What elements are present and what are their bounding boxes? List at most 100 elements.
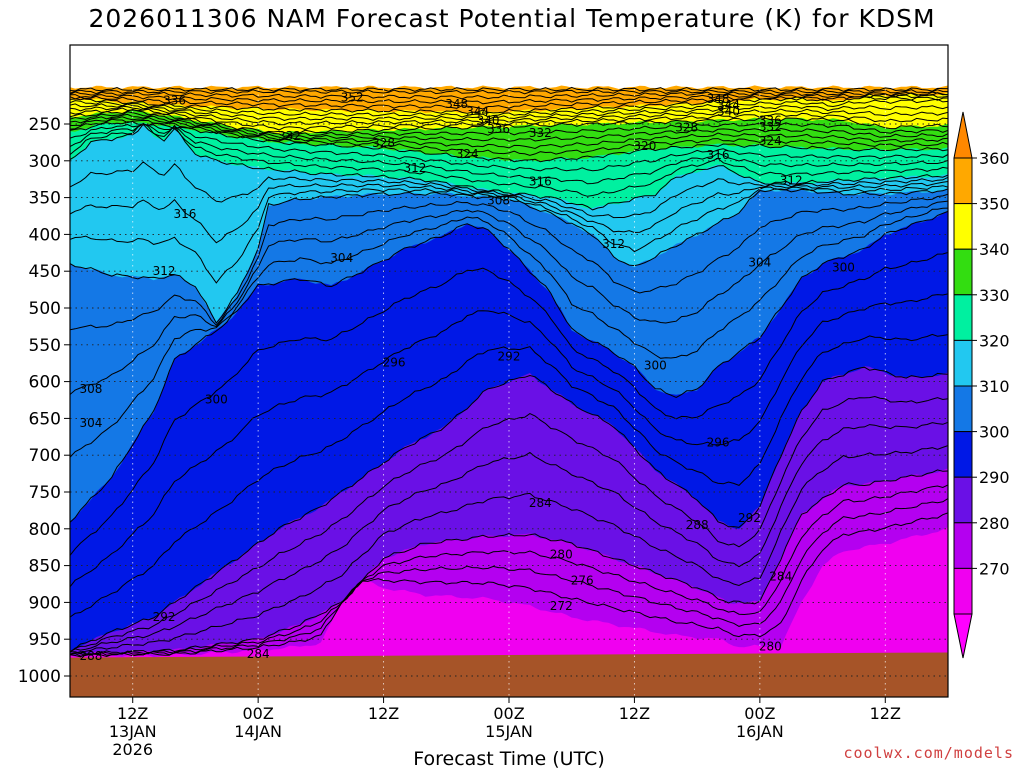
colorbar-bottom-cap — [953, 613, 973, 659]
x-tick-label: 00Z — [242, 704, 273, 723]
source-credit[interactable]: coolwx.com/models — [843, 744, 1014, 762]
colorbar-label: 280 — [979, 514, 1010, 533]
contour-label: 332 — [529, 126, 552, 140]
contour-label: 348 — [445, 97, 468, 111]
contour-line — [70, 113, 948, 142]
x-tick-label: 13JAN — [109, 722, 157, 741]
colorbar-bin — [953, 567, 973, 615]
contour-label: 336 — [163, 93, 186, 107]
contour-label: 280 — [550, 548, 573, 562]
contour-label: 312 — [403, 161, 426, 175]
contour-label: 312 — [780, 174, 803, 188]
x-tick-label: 12Z — [619, 704, 650, 723]
colorbar-bin — [953, 248, 973, 296]
y-tick-label: 700 — [29, 446, 61, 466]
y-tick-label: 750 — [29, 483, 61, 503]
y-tick-label: 850 — [29, 557, 61, 577]
y-tick-label: 500 — [29, 299, 61, 319]
y-tick-label: 800 — [29, 520, 61, 540]
y-tick-label: 450 — [29, 262, 61, 282]
contour-label: 288 — [79, 649, 102, 663]
y-tick-label: 900 — [29, 593, 61, 613]
x-tick-label: 15JAN — [485, 722, 533, 741]
contour-label: 344 — [717, 98, 740, 112]
contour-label: 328 — [675, 121, 698, 135]
colorbar-label: 300 — [979, 423, 1010, 442]
contour-label: 288 — [686, 518, 709, 532]
colorbar-bin — [953, 522, 973, 569]
y-tick-label: 300 — [29, 152, 61, 172]
region-theta-280 — [70, 468, 948, 697]
contour-line — [70, 252, 948, 556]
contour-label: 292 — [738, 511, 761, 525]
contour-line — [70, 498, 948, 657]
contour-label: 328 — [372, 136, 395, 150]
contour-label: 332 — [278, 129, 301, 143]
colorbar-legend: 360 350 340 330 320 310 300 290 280 270 — [953, 111, 1010, 659]
colorbar-bin — [953, 431, 973, 478]
contour-label: 320 — [633, 139, 656, 153]
colorbar-bin — [953, 203, 973, 250]
contour-line — [70, 123, 948, 172]
y-tick-label: 400 — [29, 225, 61, 245]
contour-label: 300 — [205, 392, 228, 406]
contour-label: 272 — [550, 599, 573, 613]
colorbar-label: 270 — [979, 559, 1010, 578]
colorbar-label: 360 — [979, 149, 1010, 168]
contour-label: 340 — [477, 113, 500, 127]
contour-label: 332 — [759, 120, 782, 134]
contour-label: 284 — [247, 647, 270, 661]
contour-label: 292 — [153, 610, 176, 624]
chart-title: 2026011306 NAM Forecast Potential Temper… — [88, 4, 936, 33]
y-tick-label: 1000 — [18, 667, 61, 687]
contour-label: 308 — [79, 382, 102, 396]
colorbar-label: 310 — [979, 377, 1010, 396]
contour-line — [70, 108, 948, 135]
contour-line — [70, 469, 948, 655]
terrain — [70, 652, 948, 697]
x-tick-label: 00Z — [493, 704, 524, 723]
contour-line — [70, 121, 948, 163]
y-axis: 250 300 350 400 450 500 550 600 650 700 750 800 850 9… — [18, 115, 70, 687]
contour-line — [70, 395, 948, 653]
x-tick-label: 14JAN — [234, 722, 282, 741]
x-tick-label: 00Z — [744, 704, 775, 723]
contour-label: 336 — [487, 122, 510, 136]
contour-label: 300 — [644, 358, 667, 372]
y-tick-label: 650 — [29, 409, 61, 429]
contour-label: 300 — [832, 261, 855, 275]
contour-line — [70, 207, 948, 458]
contour-line — [70, 95, 948, 110]
contour-label: 280 — [759, 640, 782, 654]
y-tick-label: 250 — [29, 115, 61, 135]
contour-line — [70, 185, 948, 284]
contour-line — [70, 333, 948, 618]
contour-label: 276 — [571, 573, 594, 587]
contour-line — [70, 116, 948, 150]
gridlines — [70, 45, 948, 697]
y-tick-label: 600 — [29, 373, 61, 393]
colorbar-label: 290 — [979, 468, 1010, 487]
x-tick-label: 2026 — [112, 740, 153, 759]
contour-label: 340 — [717, 104, 740, 118]
x-axis-label: Forecast Time (UTC) — [413, 748, 604, 768]
y-tick-label: 550 — [29, 336, 61, 356]
contour-fill-regions — [70, 85, 948, 697]
colorbar-bin — [953, 385, 973, 433]
contour-label: 304 — [330, 251, 353, 265]
x-tick-label: 12Z — [870, 704, 901, 723]
contour-label: 284 — [529, 496, 552, 510]
colorbar-bin — [953, 339, 973, 387]
contour-line — [70, 118, 948, 156]
colorbar-label: 350 — [979, 195, 1010, 214]
contour-label: 296 — [383, 355, 406, 369]
contour-label: 292 — [498, 350, 521, 364]
contour-line — [70, 181, 948, 244]
contour-line — [70, 98, 948, 118]
contour-line — [70, 86, 948, 92]
x-tick-label: 12Z — [117, 704, 148, 723]
contour-label: 312 — [153, 264, 176, 278]
contour-label: 284 — [769, 570, 792, 584]
